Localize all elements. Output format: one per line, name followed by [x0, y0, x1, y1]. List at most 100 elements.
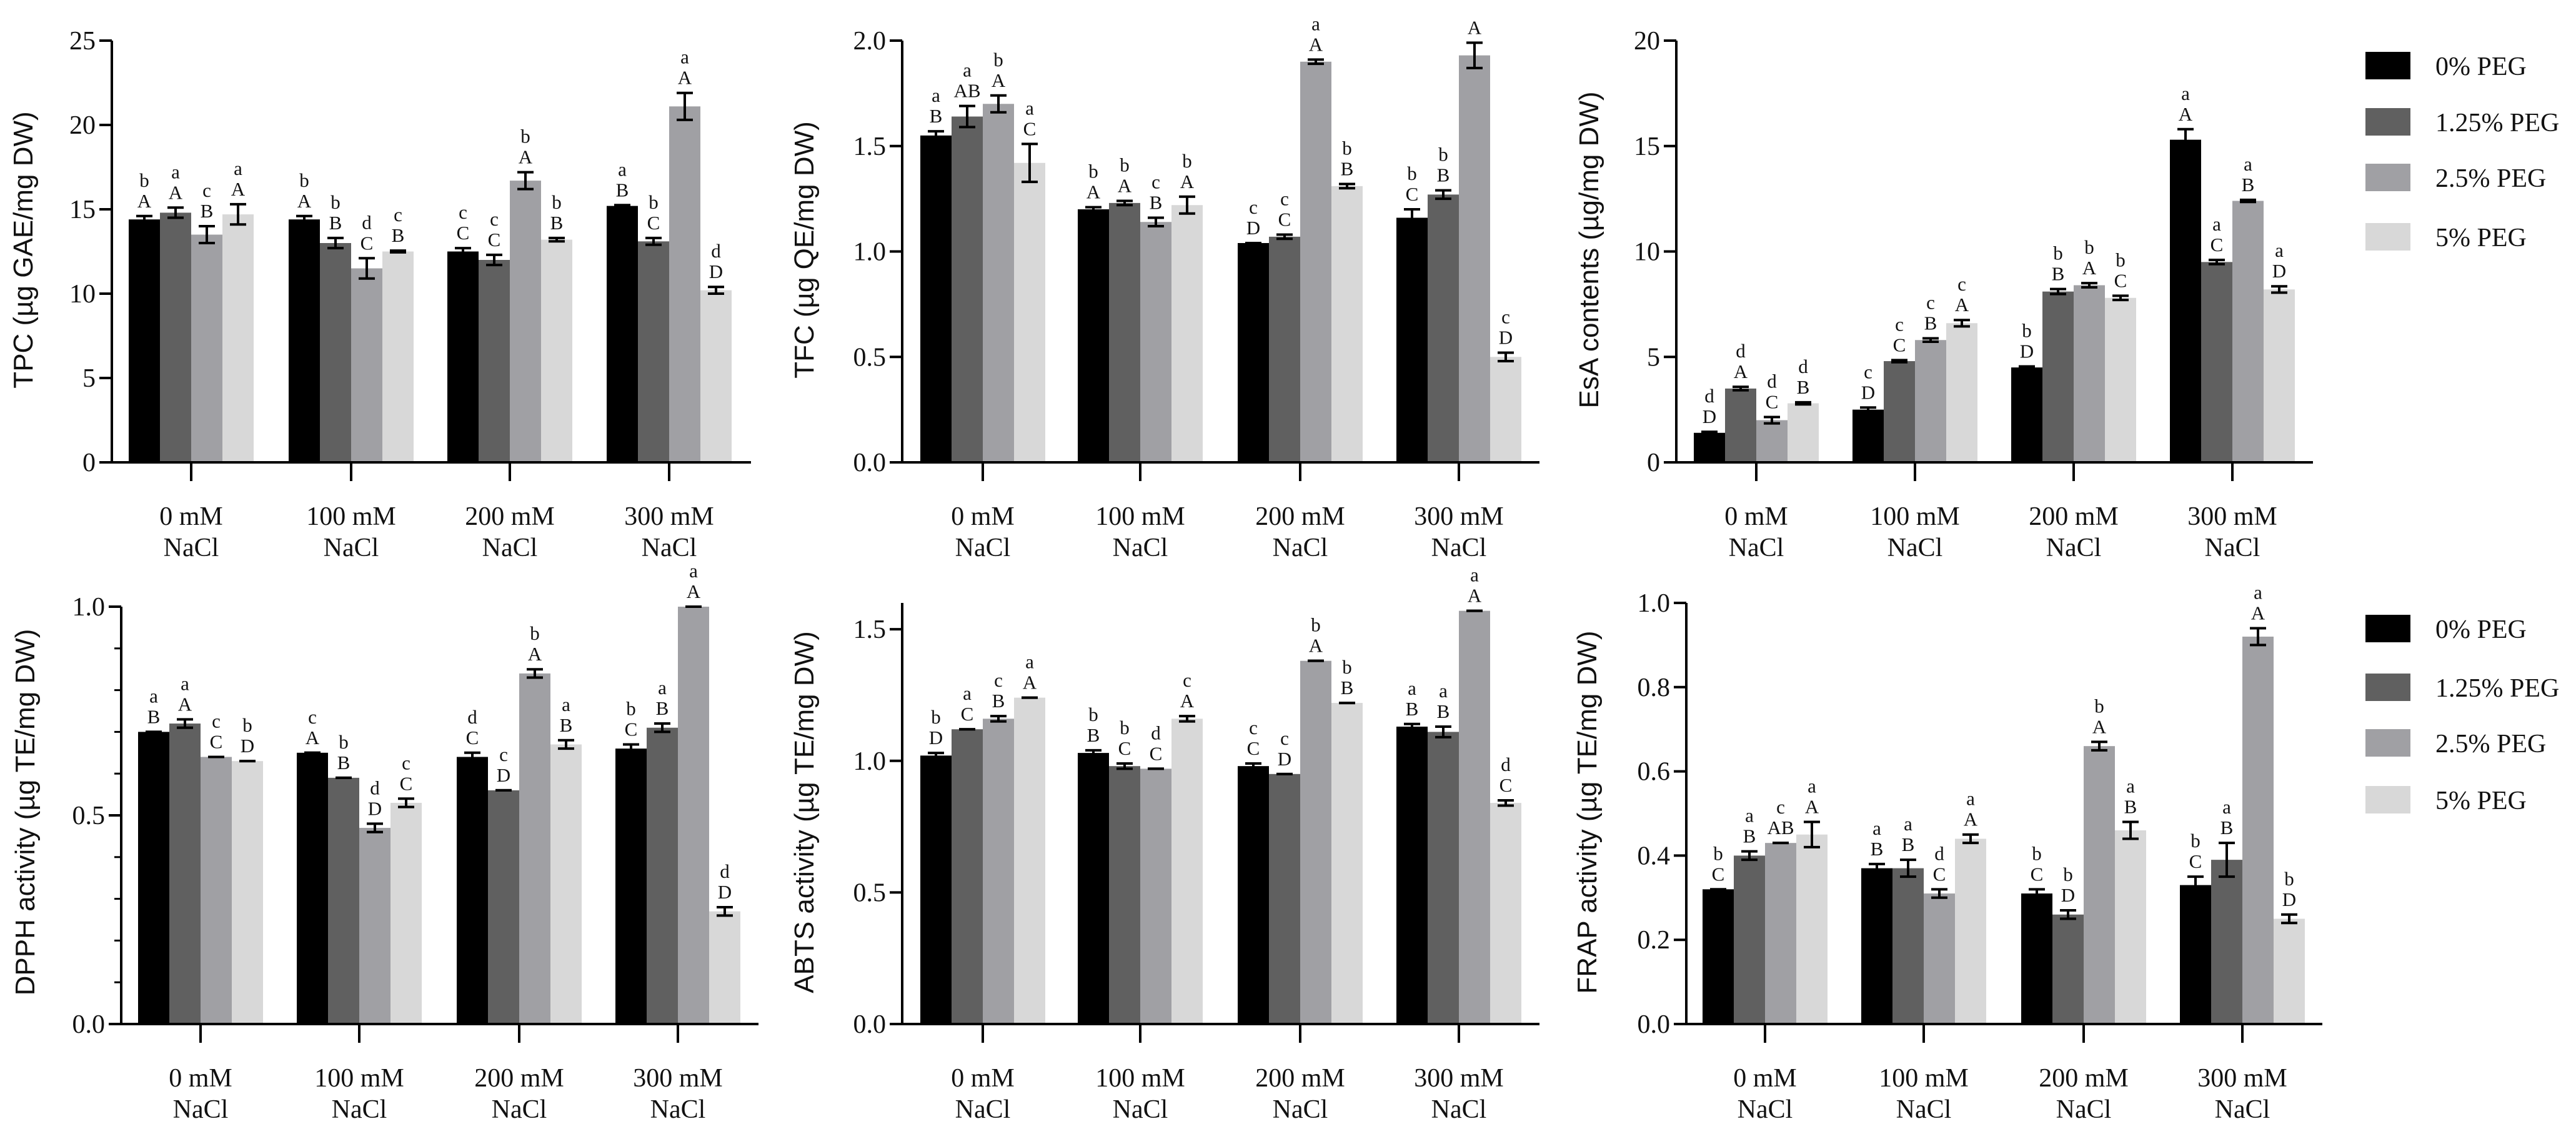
error-bar — [1116, 199, 1133, 207]
error-bar — [1701, 430, 1718, 435]
letter-upper: B — [930, 105, 943, 127]
legend-swatch — [2365, 108, 2410, 136]
x-tick-label: NaCl — [1729, 534, 1784, 562]
bar — [2105, 297, 2136, 462]
bar — [1946, 323, 1977, 462]
error-bar — [527, 668, 543, 679]
bar — [390, 802, 422, 1024]
legend-label: 2.5% PEG — [2435, 730, 2546, 758]
letter-upper: A — [137, 190, 152, 212]
letter-lower: d — [370, 777, 380, 798]
letter-upper: B — [2220, 817, 2234, 838]
y-tick-label: 0.0 — [72, 1010, 106, 1039]
error-bar — [517, 171, 534, 191]
letter-lower: a — [1745, 805, 1754, 827]
error-bar — [614, 204, 630, 208]
letter-lower: a — [1408, 677, 1416, 699]
error-bar — [928, 752, 944, 760]
letter-upper: C — [1247, 737, 1260, 759]
bar — [1756, 420, 1788, 462]
letter-upper: B — [337, 752, 351, 773]
error-bar — [455, 247, 471, 256]
error-bar — [1276, 233, 1293, 241]
letter-upper: C — [1766, 390, 1779, 412]
error-bar — [717, 905, 733, 917]
bar — [1078, 209, 1109, 462]
letter-upper: C — [625, 718, 638, 740]
letter-upper: A — [178, 693, 192, 715]
letter-upper: A — [2082, 257, 2097, 279]
legend-label: 2.5% PEG — [2435, 164, 2546, 193]
letter-upper: A — [297, 190, 312, 212]
bar — [2180, 885, 2211, 1024]
bar — [1852, 409, 1884, 462]
letter-lower: a — [1025, 97, 1034, 119]
legend-label: 5% PEG — [2435, 224, 2527, 252]
letter-upper: B — [992, 690, 1005, 712]
letter-lower: a — [1311, 12, 1320, 34]
x-tick-label: 200 mM — [474, 1064, 564, 1093]
letter-lower: a — [2181, 82, 2190, 104]
x-tick-label: NaCl — [164, 534, 219, 562]
error-bar — [1962, 833, 1979, 845]
y-tick-label: 0.5 — [853, 343, 887, 372]
letter-lower: a — [2126, 775, 2135, 797]
x-tick-label: NaCl — [1431, 1095, 1487, 1124]
letter-lower: c — [499, 744, 508, 765]
letter-lower: b — [1342, 656, 1352, 678]
letter-upper: A — [1180, 690, 1195, 712]
error-bar — [1404, 722, 1420, 731]
letter-lower: a — [1904, 813, 1912, 835]
letter-upper: D — [1246, 217, 1260, 239]
bar — [678, 607, 709, 1024]
bar — [1703, 889, 1734, 1024]
legend-swatch — [2365, 223, 2410, 251]
letter-lower: c — [1957, 273, 1966, 295]
error-bar — [2250, 627, 2266, 647]
y-tick-label: 0.5 — [853, 878, 887, 907]
x-tick-label: 200 mM — [2039, 1064, 2129, 1093]
y-tick-label: 1.5 — [853, 615, 887, 644]
letter-lower: b — [2063, 863, 2073, 885]
bar — [328, 777, 359, 1024]
legend-label: 5% PEG — [2435, 787, 2527, 815]
error-bar — [1860, 406, 1876, 413]
y-axis-title: ABTS activity (µg TE/mg DW) — [789, 631, 820, 993]
x-tick-label: NaCl — [2215, 1095, 2270, 1124]
letter-upper: C — [400, 772, 413, 794]
letter-upper: A — [231, 178, 246, 200]
letter-upper: C — [1712, 863, 1725, 885]
letter-upper: A — [519, 146, 533, 168]
letter-upper: C — [1406, 183, 1419, 205]
letter-lower: c — [402, 752, 410, 773]
y-axis-title: DPPH activity (µg TE/mg DW) — [10, 629, 41, 996]
letter-lower: c — [1249, 196, 1258, 218]
bar — [447, 251, 479, 462]
letter-lower: a — [171, 161, 180, 182]
letter-upper: B — [560, 714, 573, 736]
letter-upper: B — [147, 705, 161, 727]
bar — [2201, 262, 2232, 462]
y-tick-label: 20 — [1634, 27, 1660, 56]
letter-upper: C — [2189, 850, 2202, 872]
letter-upper: D — [1703, 405, 1716, 427]
letter-lower: a — [2254, 581, 2262, 603]
letter-lower: b — [2053, 242, 2063, 264]
legend-swatch — [2365, 729, 2410, 757]
letter-lower: a — [181, 672, 189, 694]
bar — [382, 251, 414, 462]
letter-upper: B — [1797, 376, 1810, 398]
y-tick-label: 10 — [1634, 238, 1660, 267]
x-tick-label: 100 mM — [306, 502, 396, 531]
legend-label: 0% PEG — [2435, 52, 2527, 81]
error-bar — [990, 94, 1007, 114]
x-tick-label: NaCl — [1738, 1095, 1793, 1124]
letter-lower: b — [242, 714, 252, 736]
y-tick-label: 1.0 — [1638, 589, 1671, 618]
letter-lower: a — [658, 677, 667, 699]
letter-lower: a — [1808, 775, 1816, 797]
bar — [607, 206, 638, 462]
x-tick-label: NaCl — [492, 1095, 547, 1124]
letter-upper: D — [2020, 340, 2034, 362]
letter-lower: c — [1895, 313, 1904, 335]
